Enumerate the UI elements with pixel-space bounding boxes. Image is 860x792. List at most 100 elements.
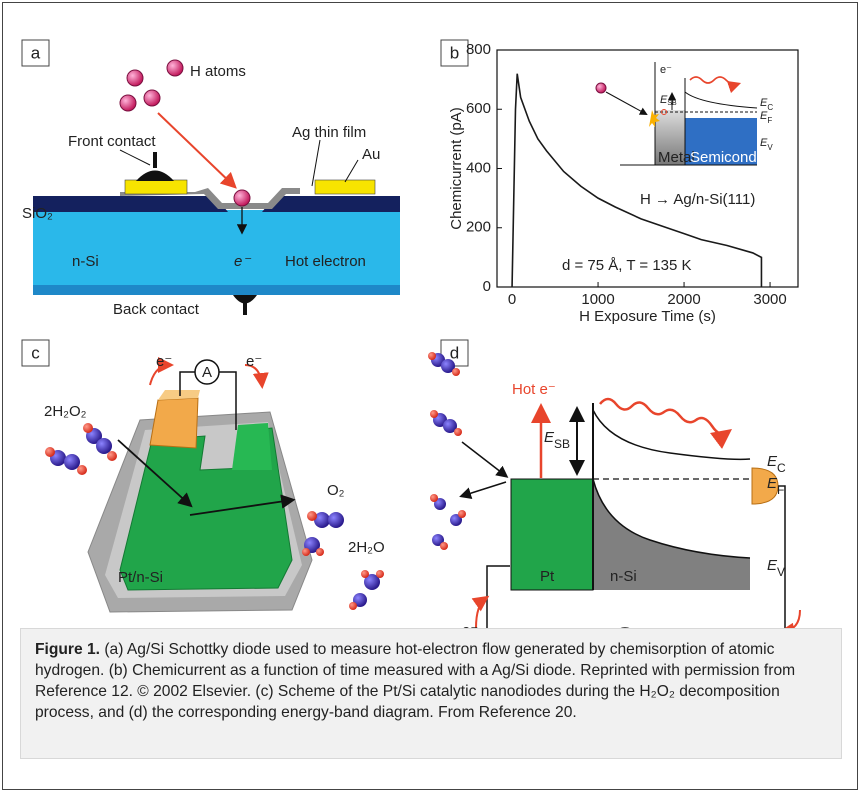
y-tick-label: 600 <box>466 100 491 117</box>
label: e⁻ <box>246 353 262 370</box>
panel-d-shape <box>600 399 728 434</box>
molecule-shape <box>361 570 369 578</box>
panel-b: b e⁻ ESB EC EF EV Metal Semiconductor H … <box>441 40 798 325</box>
panel-d-shape <box>462 482 506 496</box>
panel-a-shape <box>315 180 375 194</box>
subscript: F <box>767 116 772 125</box>
subscript: F <box>777 483 784 497</box>
data-line <box>512 74 761 287</box>
panel-a-shape <box>33 210 400 285</box>
molecule-shape <box>316 548 324 556</box>
label: Pt/n-Si <box>118 569 163 586</box>
plot-frame <box>497 50 798 287</box>
x-axis-label: H Exposure Time (s) <box>579 308 716 325</box>
label: Au <box>362 146 380 163</box>
molecule-shape <box>45 447 55 457</box>
panel-a-shape <box>120 150 150 165</box>
molecule-shape <box>430 410 438 418</box>
subscript: C <box>767 103 773 112</box>
subscript: SB <box>667 100 677 107</box>
subscript: SB <box>554 437 570 451</box>
y-tick-label: 200 <box>466 219 491 236</box>
molecule-shape <box>107 451 117 461</box>
label: Pt <box>540 568 555 585</box>
y-tick-label: 0 <box>483 278 491 295</box>
molecule-shape <box>307 511 317 521</box>
page: a H atoms Front contact Ag thin film Au … <box>0 0 860 792</box>
label: Ag thin film <box>292 124 366 141</box>
inset-label: e⁻ <box>660 64 672 76</box>
panel-label: c <box>31 343 40 362</box>
inset-label: ESB <box>660 94 677 107</box>
inset-shape <box>606 92 646 114</box>
panel-a-shape <box>136 171 174 182</box>
panel-a-shape <box>120 95 136 111</box>
inset-shape <box>690 77 738 85</box>
label: O₂ <box>327 482 345 499</box>
panel-c: c A e⁻ e⁻ 2H₂O₂ O₂ 2H₂O Pt/n-Si <box>22 340 385 612</box>
molecule-shape <box>430 494 438 502</box>
label: ESB <box>544 429 570 451</box>
panel-a-shape <box>125 180 187 194</box>
panel-a: a H atoms Front contact Ag thin film Au … <box>22 40 400 318</box>
molecule-shape <box>328 512 344 528</box>
molecule-shape <box>452 368 460 376</box>
panel-a-shape <box>233 295 257 304</box>
label: Hot electron <box>285 253 366 270</box>
label: Hot e⁻ <box>512 381 556 398</box>
caption-text: (a) Ag/Si Schottky diode used to measure… <box>35 641 795 721</box>
inset-label: EF <box>760 110 772 125</box>
ammeter-label: A <box>202 364 212 381</box>
label: e⁻ <box>156 353 172 370</box>
x-tick-label: 3000 <box>753 291 786 308</box>
label: 2H₂O <box>348 539 385 556</box>
x-tick-label: 1000 <box>581 291 614 308</box>
label: 2H₂O₂ <box>44 403 87 420</box>
y-tick-label: 400 <box>466 159 491 176</box>
panel-a-shape <box>312 140 320 186</box>
panel-d-shape <box>462 442 506 476</box>
x-tick-label: 2000 <box>667 291 700 308</box>
molecule-shape <box>64 454 80 470</box>
panel-a-shape <box>33 284 400 295</box>
molecule-shape <box>302 548 310 556</box>
label: SiO₂ <box>22 205 53 222</box>
label: EV <box>767 557 785 579</box>
label: H atoms <box>190 63 246 80</box>
molecule-shape <box>454 428 462 436</box>
panel-a-shape <box>234 190 250 206</box>
inset: e⁻ ESB EC EF EV Metal Semiconductor <box>596 62 790 166</box>
annotation: H → Ag/n-Si(111) <box>640 191 755 208</box>
label: e⁻ <box>234 253 251 270</box>
molecule-shape <box>376 570 384 578</box>
subscript: V <box>777 565 785 579</box>
molecule-shape <box>428 352 436 360</box>
inset-label: Semiconductor <box>690 149 790 166</box>
panel-c-shape <box>232 423 272 470</box>
label: n-Si <box>72 253 99 270</box>
molecule-shape <box>349 602 357 610</box>
x-tick-label: 0 <box>508 291 516 308</box>
caption: Figure 1. (a) Ag/Si Schottky diode used … <box>20 628 842 759</box>
label: Front contact <box>68 133 156 150</box>
molecule <box>428 352 466 550</box>
panel-a-shape <box>127 70 143 86</box>
caption-label: Figure 1. <box>35 641 100 658</box>
panel-a-shape <box>345 160 358 182</box>
panel-d-shape <box>593 410 750 459</box>
panel-a-shape <box>144 90 160 106</box>
molecule-shape <box>96 438 112 454</box>
panel-a-shape <box>158 113 234 186</box>
panel-a-shape <box>153 152 157 168</box>
molecule-shape <box>440 542 448 550</box>
label: Back contact <box>113 301 200 318</box>
inset-shape <box>685 92 757 108</box>
annotation: d = 75 Å, T = 135 K <box>562 257 692 274</box>
molecule-shape <box>83 423 93 433</box>
molecule-shape <box>458 510 466 518</box>
inset-shape <box>596 83 606 93</box>
panel-d: d A Hot e⁻ ESB EC EF EV Pt n-Si <box>428 340 820 654</box>
y-tick-label: 800 <box>466 41 491 58</box>
panel-c-shape <box>150 398 198 448</box>
panel-label: d <box>450 343 459 362</box>
